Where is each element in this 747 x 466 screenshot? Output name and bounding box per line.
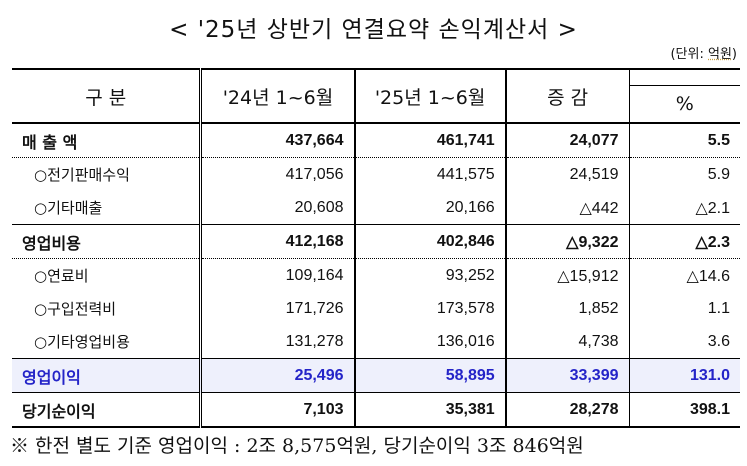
pct-value: △14.6 <box>629 258 740 292</box>
header-change: 증 감 <box>505 68 630 124</box>
row-label: 당기순이익 <box>12 392 203 428</box>
curr-value: 402,846 <box>353 224 507 259</box>
prev-value: 20,608 <box>294 198 344 216</box>
header-prev: '24년 1~6월 <box>200 68 355 124</box>
curr-value: 441,575 <box>353 157 507 191</box>
unit-suffix: ) <box>731 47 737 62</box>
table-row: 당기순이익 7,103 35,381 28,278 398.1 <box>12 392 740 428</box>
pct-value: 5.9 <box>629 157 740 191</box>
prev-value: 412,168 <box>200 224 355 259</box>
pct-value: △2.3 <box>629 224 740 259</box>
pct-value: 131.0 <box>629 358 740 393</box>
table-row: 영업비용 412,168 402,846 △9,322 △2.3 <box>12 224 740 259</box>
change-value: △442 <box>505 191 630 225</box>
row-label: 영업이익 <box>12 358 203 393</box>
table-row: ○기타매출 20,608 20,166 △442 △2.1 <box>12 191 740 225</box>
pct-value: △2.1 <box>695 199 730 217</box>
pct-value: 398.1 <box>629 392 740 428</box>
table-row: 영업이익 25,496 58,895 33,399 131.0 <box>12 358 740 393</box>
header-curr: '25년 1~6월 <box>353 68 507 124</box>
curr-value: 461,741 <box>353 123 507 158</box>
prev-value: 437,664 <box>285 131 344 149</box>
change-value: 33,399 <box>505 358 630 393</box>
income-table: 구 분 '24년 1~6월 '25년 1~6월 증 감 % 매 출 액 437,6… <box>12 68 740 428</box>
header-pct-cell: % <box>629 68 740 124</box>
prev-value: 109,164 <box>200 258 355 292</box>
table-row: ○전기판매수익 417,056 441,575 24,519 5.9 <box>12 157 740 191</box>
curr-value: 20,166 <box>353 191 507 225</box>
row-label: ○구입전력비 <box>12 292 203 325</box>
change-value: 24,077 <box>505 123 630 158</box>
prev-value: 171,726 <box>285 299 344 317</box>
footnote: ※ 한전 별도 기준 영업이익 : 2조 8,575억원, 당기순이익 3조 8… <box>10 435 584 457</box>
prev-value: 131,278 <box>285 332 344 350</box>
change-value: 4,738 <box>505 325 630 359</box>
table-row: ○구입전력비 171,726 173,578 1,852 1.1 <box>12 292 740 325</box>
change-value: △15,912 <box>505 258 630 292</box>
header-pct: % <box>629 85 740 122</box>
row-label: ○기타영업비용 <box>12 325 203 359</box>
header-row: 구 분 '24년 1~6월 '25년 1~6월 증 감 % <box>12 68 740 124</box>
unit-value: 억원 <box>708 47 732 62</box>
change-value: 1,852 <box>505 292 630 325</box>
change-value: 28,278 <box>505 392 630 428</box>
unit-label: (단위: 억원) <box>670 43 737 62</box>
pct-value: 1.1 <box>707 299 730 317</box>
curr-value: 93,252 <box>353 258 507 292</box>
change-value: △9,322 <box>505 224 630 259</box>
curr-value: 35,381 <box>353 392 507 428</box>
row-label: 매 출 액 <box>12 123 203 158</box>
row-label: ○기타매출 <box>12 191 203 225</box>
curr-value: 173,578 <box>353 292 507 325</box>
unit-prefix: (단위: <box>670 47 708 62</box>
prev-value: 7,103 <box>200 392 355 428</box>
row-label: ○연료비 <box>12 258 203 292</box>
change-value: 24,519 <box>505 157 630 191</box>
row-label: ○전기판매수익 <box>12 157 203 191</box>
row-label: 영업비용 <box>12 224 203 259</box>
table-row: 매 출 액 437,664 461,741 24,077 5.5 <box>12 123 740 158</box>
pct-value: 3.6 <box>707 332 730 350</box>
header-category: 구 분 <box>12 68 203 124</box>
table-row: ○기타영업비용 131,278 136,016 4,738 3.6 <box>12 325 740 359</box>
curr-value: 136,016 <box>353 325 507 359</box>
document-title: < '25년 상반기 연결요약 손익계산서 > <box>169 17 578 43</box>
prev-value: 417,056 <box>200 157 355 191</box>
prev-value: 25,496 <box>200 358 355 393</box>
curr-value: 58,895 <box>353 358 507 393</box>
table-row: ○연료비 109,164 93,252 △15,912 △14.6 <box>12 258 740 292</box>
pct-value: 5.5 <box>707 131 730 149</box>
